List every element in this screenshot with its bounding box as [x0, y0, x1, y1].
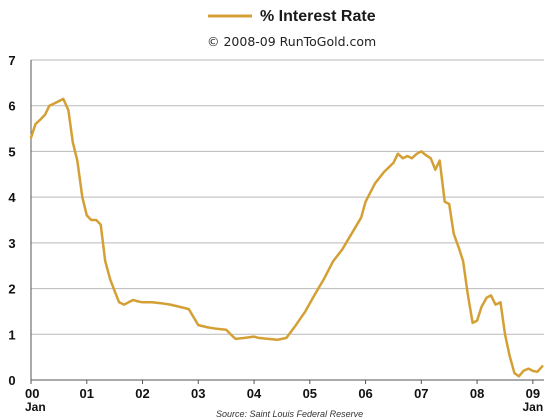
x-tick-label: 04 — [247, 386, 262, 401]
y-tick-label: 6 — [8, 99, 15, 114]
x-tick-label: 07 — [414, 386, 428, 401]
x-tick-label: 01 — [80, 386, 94, 401]
series-layer — [29, 97, 544, 378]
x-tick-label: 03 — [191, 386, 205, 401]
x-tick-label: 05 — [303, 386, 317, 401]
gridlines — [31, 59, 544, 335]
y-tick-label: 5 — [8, 144, 15, 159]
x-month-label: Jan — [25, 400, 46, 414]
chart-subtitle: © 2008-09 RunToGold.com — [207, 34, 376, 49]
chart-legend: % Interest Rate — [208, 8, 376, 25]
x-tick-label: 08 — [470, 386, 484, 401]
y-axis-ticks: 0 1 2 3 4 5 6 7 — [8, 53, 16, 388]
chart-source: Source: Saint Louis Federal Reserve — [216, 409, 363, 419]
x-month-label: Jan — [523, 400, 544, 414]
y-tick-label: 7 — [8, 53, 15, 68]
y-tick-label: 3 — [8, 236, 15, 251]
x-tick-label: 06 — [358, 386, 372, 401]
y-tick-label: 0 — [8, 373, 15, 388]
y-tick-label: 1 — [8, 327, 15, 342]
legend-label: % Interest Rate — [260, 8, 376, 25]
series-line — [29, 97, 544, 378]
x-tick-label: 02 — [135, 386, 149, 401]
axes — [30, 60, 544, 381]
y-tick-label: 2 — [8, 282, 15, 297]
x-tick-label: 00 — [25, 386, 39, 401]
y-tick-label: 4 — [8, 190, 16, 205]
x-tick-label: 09 — [526, 386, 540, 401]
